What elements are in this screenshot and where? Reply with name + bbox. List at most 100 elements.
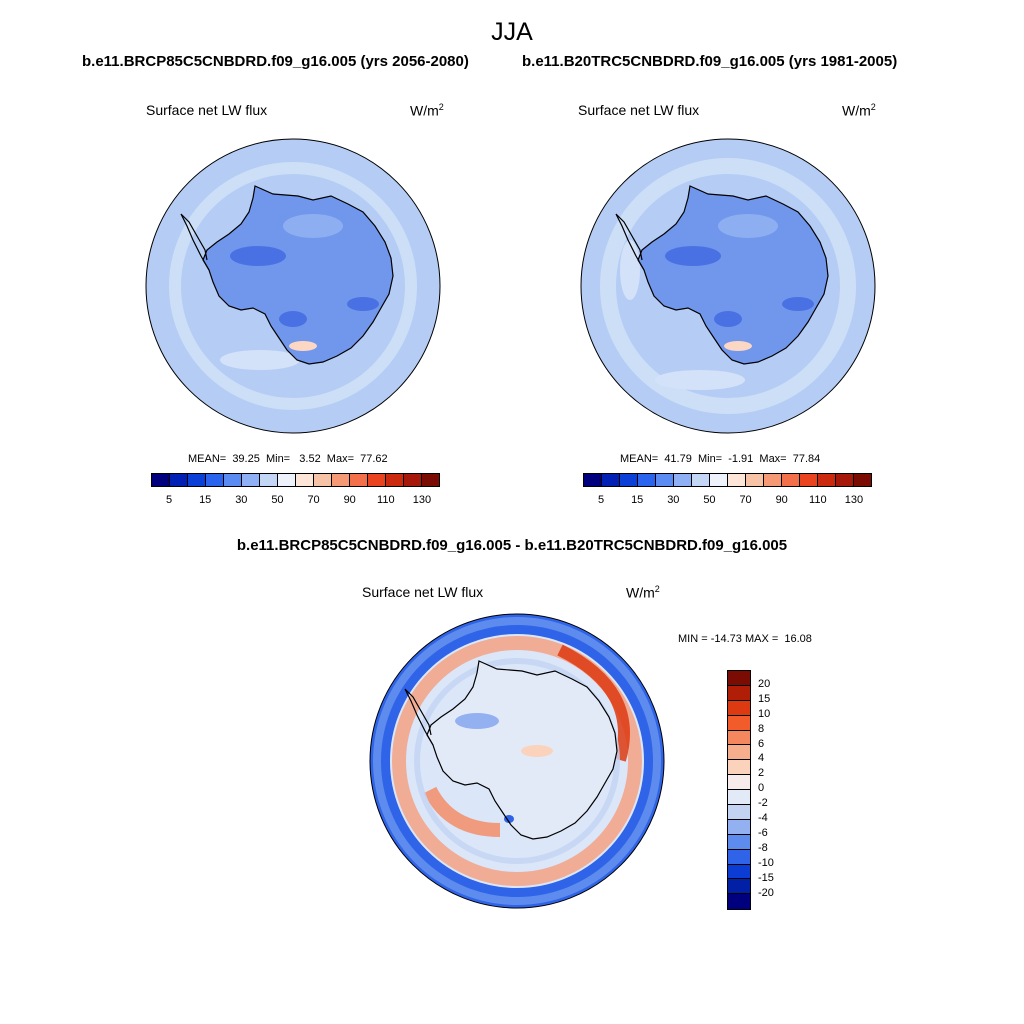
colorbar-swatch [296,474,314,486]
colorbar-swatch [638,474,656,486]
colorbar-tick-label: 0 [758,782,765,795]
colorbar-tick-label: 130 [844,494,864,506]
colorbar-swatch [818,474,836,486]
colorbar-swatch [728,760,750,776]
colorbar-tick-label: 110 [377,494,395,506]
right-unit-label: W/m2 [842,102,876,119]
left-unit-label: W/m2 [410,102,444,119]
colorbar-tick-label: 90 [775,494,788,506]
colorbar-swatch [728,474,746,486]
diff-variable-label: Surface net LW flux [362,584,484,600]
colorbar-swatch [620,474,638,486]
left-colorbar-ticks: 5 15 30 50 70 90 110 130 [151,494,440,508]
colorbar-swatch [728,715,750,731]
colorbar-tick-label: 50 [271,494,284,506]
right-case-title: b.e11.B20TRC5CNBDRD.f09_g16.005 (yrs 198… [522,53,898,70]
colorbar-swatch [728,894,750,910]
main-title: JJA [491,18,533,46]
colorbar-swatch [242,474,260,486]
left-stats: MEAN= 39.25 Min= 3.52 Max= 77.62 [188,453,388,465]
diff-colorbar [727,670,751,911]
colorbar-swatch [728,849,750,865]
colorbar-swatch [404,474,422,486]
colorbar-swatch [206,474,224,486]
left-variable-label: Surface net LW flux [146,102,268,118]
colorbar-swatch [224,474,242,486]
colorbar-tick-label: -8 [758,841,768,854]
colorbar-swatch [602,474,620,486]
colorbar-swatch [278,474,296,486]
right-colorbar [583,473,872,487]
colorbar-tick-label: 8 [758,722,765,735]
right-map [580,138,876,434]
colorbar-swatch [728,700,750,716]
colorbar-tick-label: 70 [307,494,320,506]
colorbar-swatch [260,474,278,486]
colorbar-tick-label: 5 [598,494,605,506]
right-stats: MEAN= 41.79 Min= -1.91 Max= 77.84 [620,453,821,465]
colorbar-tick-label: -6 [758,826,768,839]
colorbar-swatch [728,790,750,806]
colorbar-swatch [854,474,871,486]
colorbar-swatch [800,474,818,486]
colorbar-swatch [728,730,750,746]
colorbar-tick-label: 30 [235,494,248,506]
colorbar-swatch [728,864,750,880]
colorbar-swatch [728,879,750,895]
colorbar-tick-label: 5 [166,494,173,506]
colorbar-tick-label: 90 [343,494,356,506]
colorbar-swatch [332,474,350,486]
right-colorbar-ticks: 5 15 30 50 70 90 110 130 [583,494,872,508]
colorbar-swatch [152,474,170,486]
colorbar-swatch [692,474,710,486]
diff-stats: MIN = -14.73 MAX = 16.08 [678,633,812,645]
colorbar-swatch [422,474,439,486]
colorbar-tick-label: 6 [758,737,765,750]
colorbar-tick-label: 15 [758,692,771,705]
colorbar-tick-label: -20 [758,886,774,899]
colorbar-swatch [656,474,674,486]
colorbar-tick-label: 20 [758,677,771,690]
colorbar-tick-label: -15 [758,871,774,884]
difference-map [369,613,665,909]
colorbar-swatch [746,474,764,486]
colorbar-swatch [728,775,750,791]
colorbar-tick-label: 50 [703,494,716,506]
colorbar-swatch [188,474,206,486]
left-case-title: b.e11.BRCP85C5CNBDRD.f09_g16.005 (yrs 20… [82,53,469,70]
colorbar-tick-label: 110 [809,494,827,506]
colorbar-swatch [674,474,692,486]
colorbar-tick-label: -4 [758,812,768,824]
diff-unit-label: W/m2 [626,584,660,601]
colorbar-tick-label: 10 [758,707,771,720]
colorbar-swatch [314,474,332,486]
colorbar-tick-label: 15 [631,494,644,506]
right-variable-label: Surface net LW flux [578,102,700,118]
colorbar-swatch [764,474,782,486]
colorbar-swatch [386,474,404,486]
colorbar-tick-label: 30 [667,494,680,506]
colorbar-swatch [710,474,728,486]
colorbar-tick-label: -2 [758,797,768,810]
colorbar-tick-label: 2 [758,767,765,780]
left-colorbar [151,473,440,487]
colorbar-swatch [836,474,854,486]
difference-title: b.e11.BRCP85C5CNBDRD.f09_g16.005 - b.e11… [236,537,788,554]
colorbar-swatch [728,671,750,686]
colorbar-swatch [170,474,188,486]
colorbar-tick-label: -10 [758,856,774,869]
colorbar-swatch [728,685,750,701]
colorbar-swatch [728,805,750,820]
colorbar-swatch [584,474,602,486]
colorbar-swatch [728,745,750,761]
colorbar-swatch [728,819,750,835]
colorbar-tick-label: 70 [739,494,752,506]
colorbar-swatch [782,474,800,486]
colorbar-swatch [368,474,386,486]
left-map [145,138,441,434]
colorbar-tick-label: 15 [199,494,212,506]
colorbar-swatch [350,474,368,486]
colorbar-swatch [728,834,750,850]
diff-colorbar-ticks: 20 15 10 8 6 4 2 0 -2 -4 -6 -8 -10 -15 -20 [758,670,798,910]
